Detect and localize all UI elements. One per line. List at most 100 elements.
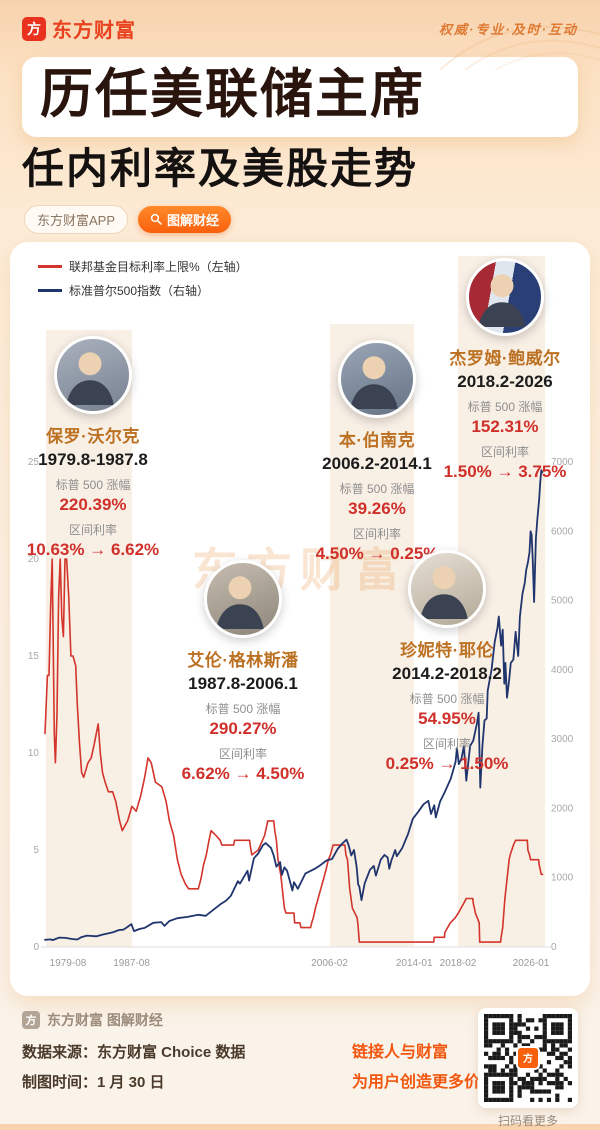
sp500-change-label: 标普 500 涨幅	[55, 477, 131, 492]
brand: 方 东方财富	[22, 14, 136, 43]
data-source: 数据来源：东方财富 Choice 数据	[22, 1043, 246, 1061]
chair-profile-yellen: 珍妮特·耶伦 2014.2-2018.2 标普 500 涨幅 54.95% 区间…	[372, 549, 522, 774]
chart-legend: 联邦基金目标利率上限%（左轴） 标准普尔500指数（右轴）	[38, 258, 248, 306]
footer-slogan: 链接人与财富 为用户创造更多价值	[352, 1038, 496, 1099]
rate-range-value: 4.50% → 0.25%	[315, 543, 439, 563]
page-title: 历任美联储主席	[40, 65, 425, 124]
sp500-change-label: 标普 500 涨幅	[409, 691, 485, 706]
chair-profile-volcker: 保罗·沃尔克 1979.8-1987.8 标普 500 涨幅 220.39% 区…	[18, 335, 168, 560]
chair-tenure: 1987.8-2006.1	[188, 673, 298, 693]
chair-tenure: 2018.2-2026	[457, 371, 553, 391]
footer-brand: 方 东方财富 图解财经	[22, 1010, 578, 1030]
title-panel: 历任美联储主席	[22, 57, 578, 137]
person-silhouette-icon	[216, 576, 264, 629]
person-silhouette-icon	[478, 274, 526, 327]
footer-brand-label: 东方财富 图解财经	[47, 1011, 163, 1028]
rate-range-label: 区间利率	[352, 526, 401, 541]
rate-range-label: 区间利率	[218, 746, 267, 761]
person-silhouette-icon	[420, 566, 468, 619]
qr-center-logo-icon: 方	[516, 1045, 540, 1070]
chair-photo	[54, 335, 132, 414]
sp500-swatch	[38, 288, 62, 292]
app-tag[interactable]: 东方财富APP	[24, 204, 129, 234]
svg-text:2018-02: 2018-02	[440, 958, 477, 969]
sp500-change-label: 标普 500 涨幅	[467, 399, 543, 414]
sp500-change-value: 152.31%	[471, 416, 539, 436]
chair-photo	[408, 549, 486, 628]
rates-sp500-chart: 0510152025010002000300040005000600070001…	[28, 457, 574, 969]
chair-tenure: 1979.8-1987.8	[38, 449, 148, 469]
qr-code: 方	[478, 1007, 578, 1108]
rate-range-value: 1.50% → 3.75%	[443, 461, 567, 481]
tenure-band	[45, 329, 132, 947]
chair-photo	[466, 257, 544, 336]
legend-item-sp500: 标准普尔500指数（右轴）	[38, 282, 248, 299]
decorative-swirl	[439, 26, 600, 70]
chair-profile-bernanke: 本·伯南克 2006.2-2014.1 标普 500 涨幅 39.26% 区间利…	[302, 339, 452, 564]
chair-photo	[338, 339, 416, 418]
chair-profile-greenspan: 艾伦·格林斯潘 1987.8-2006.1 标普 500 涨幅 290.27% …	[168, 559, 318, 784]
feature-tag-button[interactable]: 图解财经	[138, 205, 232, 233]
footer: 方 东方财富 图解财经 数据来源：东方财富 Choice 数据 制图时间：1 月…	[22, 1007, 578, 1130]
svg-text:2000: 2000	[551, 803, 574, 814]
sp500-change-value: 54.95%	[418, 708, 476, 728]
legend-item-fed-rate: 联邦基金目标利率上限%（左轴）	[38, 258, 248, 275]
rate-range-label: 区间利率	[68, 522, 117, 537]
footer-slogan-line1: 链接人与财富	[352, 1043, 449, 1061]
rate-range-value: 6.62% → 4.50%	[181, 763, 305, 783]
svg-text:2006-02: 2006-02	[311, 958, 348, 969]
qr-pattern	[484, 1013, 572, 1102]
svg-text:5000: 5000	[551, 595, 574, 606]
svg-text:1979-08: 1979-08	[50, 958, 87, 969]
sp500-change-value: 39.26%	[348, 498, 406, 518]
person-silhouette-icon	[66, 352, 114, 405]
eastmoney-logo-icon: 方	[22, 16, 46, 41]
rate-range-value: 10.63% → 6.62%	[26, 539, 160, 559]
chart-card: 东方财富 0 5 10 15 20 25 0 1000 2000 3000 4000 5000 6000…	[10, 241, 590, 996]
chair-tenure: 2006.2-2014.1	[322, 453, 432, 473]
sp500-change-value: 220.39%	[59, 494, 127, 514]
chair-name: 本·伯南克	[338, 430, 416, 450]
svg-text:15: 15	[28, 651, 40, 662]
eastmoney-logo-small-icon: 方	[22, 1010, 40, 1029]
header: 方 东方财富 权威·专业·及时·互动	[0, 0, 600, 43]
sp500-change-label: 标普 500 涨幅	[205, 701, 281, 716]
legend-label: 联邦基金目标利率上限%（左轴）	[69, 259, 248, 274]
brand-name: 东方财富	[52, 20, 136, 42]
svg-text:0: 0	[33, 942, 39, 953]
chart-date: 制图时间：1 月 30 日	[22, 1073, 165, 1091]
svg-text:7000: 7000	[551, 457, 574, 468]
chair-name: 艾伦·格林斯潘	[187, 650, 299, 670]
svg-text:1987-08: 1987-08	[113, 958, 150, 969]
svg-text:6000: 6000	[551, 526, 574, 537]
chair-photo	[204, 559, 282, 638]
chair-name: 保罗·沃尔克	[46, 426, 140, 446]
chair-name: 珍妮特·耶伦	[400, 640, 494, 660]
tag-row: 东方财富APP 图解财经	[24, 204, 600, 234]
brand-slogan: 权威·专业·及时·互动	[439, 22, 578, 37]
rate-range-label: 区间利率	[480, 444, 529, 459]
search-icon	[150, 214, 162, 226]
page-subtitle: 任内利率及美股走势	[22, 144, 419, 192]
feature-tag-label: 图解财经	[167, 212, 220, 228]
sp500-change-label: 标普 500 涨幅	[339, 481, 415, 496]
svg-text:10: 10	[28, 748, 40, 759]
chair-profile-powell: 杰罗姆·鲍威尔 2018.2-2026 标普 500 涨幅 152.31% 区间…	[430, 257, 580, 482]
qr-caption: 扫码看更多	[497, 1113, 558, 1128]
sp500-change-value: 290.27%	[209, 718, 277, 738]
rate-range-value: 0.25% → 1.50%	[385, 753, 509, 773]
svg-text:2026-01: 2026-01	[513, 958, 550, 969]
svg-text:25: 25	[28, 457, 40, 468]
rate-range-label: 区间利率	[422, 736, 471, 751]
svg-text:0: 0	[551, 942, 557, 953]
chair-name: 杰罗姆·鲍威尔	[449, 348, 561, 368]
fed-rate-swatch	[38, 264, 62, 268]
svg-text:20: 20	[28, 554, 40, 565]
svg-text:3000: 3000	[551, 734, 574, 745]
chair-tenure: 2014.2-2018.2	[392, 663, 502, 683]
footer-slogan-line2: 为用户创造更多价值	[352, 1074, 497, 1092]
svg-text:1000: 1000	[551, 873, 574, 884]
svg-text:2014-01: 2014-01	[396, 958, 433, 969]
svg-text:5: 5	[33, 845, 39, 856]
legend-label: 标准普尔500指数（右轴）	[69, 283, 210, 298]
